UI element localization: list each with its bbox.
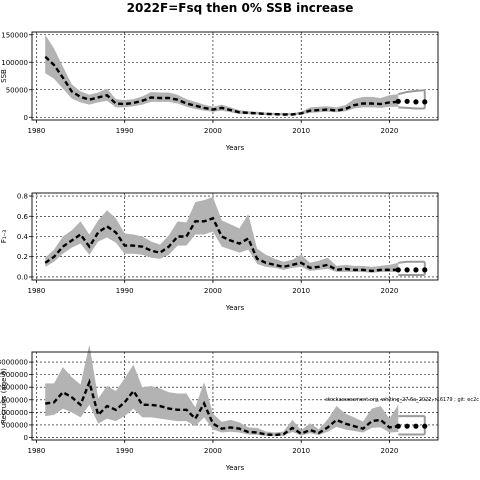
estimate-line — [44, 216, 399, 273]
y-tick-label: 0 — [24, 114, 28, 122]
x-tick-label: 1980 — [27, 447, 45, 455]
forecast-point — [404, 98, 410, 104]
x-tick-label: 1990 — [116, 127, 134, 135]
confidence-band — [45, 344, 399, 437]
x-tick-label: 2020 — [381, 127, 399, 135]
y-tick-label: 0 — [24, 434, 28, 442]
forecast-point — [404, 423, 410, 429]
panel-3: 1980 1990 2000 2010 2020 0 500000 1000000 150000… — [0, 344, 439, 472]
y-tick-label: 1500000 — [0, 396, 28, 404]
y-tick-label: 0.8 — [17, 193, 28, 201]
forecast-upper-line — [398, 260, 425, 264]
x-tick-label: 2010 — [292, 287, 310, 295]
y-tick-label: 2000000 — [0, 384, 28, 392]
x-tick-label: 2010 — [292, 127, 310, 135]
x-axis-label: Years — [225, 144, 245, 152]
y-tick-label: 0.4 — [17, 233, 29, 241]
forecast-point — [422, 99, 428, 105]
y-tick-label: 1000000 — [0, 409, 28, 417]
forecast-point — [395, 423, 401, 429]
x-tick-label: 1990 — [116, 447, 134, 455]
x-tick-label: 2020 — [381, 447, 399, 455]
forecast-upper-line — [398, 89, 425, 96]
y-tick-label: 150000 — [1, 31, 28, 39]
forecast-point — [413, 99, 419, 105]
panel-2: 1980 1990 2000 2010 2020 0.0 0.2 0.4 0.6 0.8 Years… — [0, 193, 439, 312]
forecast-point — [395, 98, 401, 104]
y-tick-label: 2500000 — [0, 371, 28, 379]
axes-frame — [31, 351, 439, 441]
y-tick-label: 0.0 — [17, 273, 28, 281]
x-tick-label: 2000 — [204, 287, 222, 295]
forecast-point — [422, 423, 428, 429]
forecast-point — [395, 267, 401, 273]
axes-frame — [31, 31, 439, 121]
x-tick-label: 2010 — [292, 447, 310, 455]
forecast-point — [422, 267, 428, 273]
y-tick-label: 3000000 — [0, 359, 28, 367]
x-axis-label: Years — [225, 304, 245, 312]
confidence-band — [45, 34, 399, 116]
x-tick-label: 1980 — [27, 127, 45, 135]
y-axis-label: Recruits (age 0) — [0, 368, 8, 424]
x-axis-label: Years — [225, 464, 245, 472]
forecast-lower-line — [398, 106, 425, 110]
y-axis-label: SSB — [0, 69, 8, 83]
y-tick-label: 0.6 — [17, 213, 29, 221]
confidence-band — [45, 197, 399, 273]
figure-title: 2022F=Fsq then 0% SSB increase — [127, 1, 354, 15]
estimate-line — [44, 55, 399, 116]
estimate-line — [45, 378, 399, 437]
x-tick-label: 2000 — [204, 447, 222, 455]
y-tick-label: 0.2 — [17, 253, 28, 261]
x-tick-label: 1980 — [27, 287, 45, 295]
forecast-point — [404, 267, 410, 273]
forecast-point — [413, 423, 419, 429]
x-tick-label: 2000 — [204, 127, 222, 135]
x-tick-label: 2020 — [381, 287, 399, 295]
y-tick-label: 50000 — [6, 86, 28, 94]
y-tick-label: 500000 — [1, 421, 28, 429]
y-axis-label: F₁₋₃ — [0, 230, 8, 244]
panel-1: 1980 1990 2000 2010 2020 0 50000 100000 150000 Ye… — [0, 31, 439, 152]
forecast-point — [413, 267, 419, 273]
figure-note: stockassessment.org, whiting_27.6a_2022,… — [325, 397, 479, 403]
y-tick-label: 100000 — [1, 59, 28, 67]
x-tick-label: 1990 — [116, 287, 134, 295]
